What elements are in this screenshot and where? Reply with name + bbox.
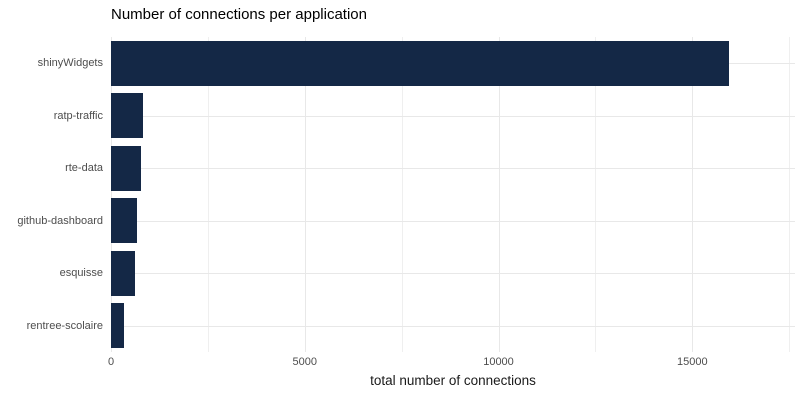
y-axis-label-rte-data: rte-data bbox=[65, 162, 103, 175]
plot-panel bbox=[111, 37, 795, 352]
gridline-row-ratp-traffic bbox=[111, 115, 795, 117]
gridline-minor-x-2500 bbox=[207, 37, 209, 352]
y-axis-label-shinyWidgets: shinyWidgets bbox=[37, 57, 103, 70]
gridline-row-rentree-scolaire bbox=[111, 325, 795, 327]
gridline-major-x-5000 bbox=[304, 37, 306, 352]
x-axis-tick-5000: 5000 bbox=[292, 356, 318, 368]
bar-ratp-traffic bbox=[111, 93, 143, 139]
bar-rte-data bbox=[111, 145, 141, 191]
gridline-row-github-dashboard bbox=[111, 220, 795, 222]
gridline-minor-x-17500 bbox=[789, 37, 791, 352]
x-axis-tick-15000: 15000 bbox=[677, 356, 708, 368]
y-axis-labels: shinyWidgets ratp-traffic rte-data github-d… bbox=[0, 37, 103, 352]
x-axis-title: total number of connections bbox=[370, 373, 536, 388]
bar-rentree-scolaire bbox=[111, 303, 124, 349]
chart-title: Number of connections per application bbox=[111, 6, 367, 23]
x-axis-tick-10000: 10000 bbox=[483, 356, 514, 368]
y-axis-label-esquisse: esquisse bbox=[59, 267, 103, 280]
bar-shinyWidgets bbox=[111, 40, 730, 86]
gridline-minor-x-7500 bbox=[401, 37, 403, 352]
gridline-major-x-10000 bbox=[498, 37, 500, 352]
y-axis-label-ratp-traffic: ratp-traffic bbox=[53, 109, 103, 122]
gridline-row-rte-data bbox=[111, 168, 795, 170]
gridline-minor-x-12500 bbox=[595, 37, 597, 352]
y-axis-label-github-dashboard: github-dashboard bbox=[17, 214, 103, 227]
gridline-major-x-0 bbox=[111, 37, 112, 352]
y-axis-label-rentree-scolaire: rentree-scolaire bbox=[26, 319, 103, 332]
x-axis-tick-0: 0 bbox=[107, 356, 115, 368]
x-axis-tick-labels: 0 5000 10000 15000 bbox=[107, 356, 795, 370]
gridline-major-x-15000 bbox=[692, 37, 694, 352]
bar-github-dashboard bbox=[111, 198, 137, 244]
gridline-row-esquisse bbox=[111, 273, 795, 275]
bar-esquisse bbox=[111, 250, 135, 296]
